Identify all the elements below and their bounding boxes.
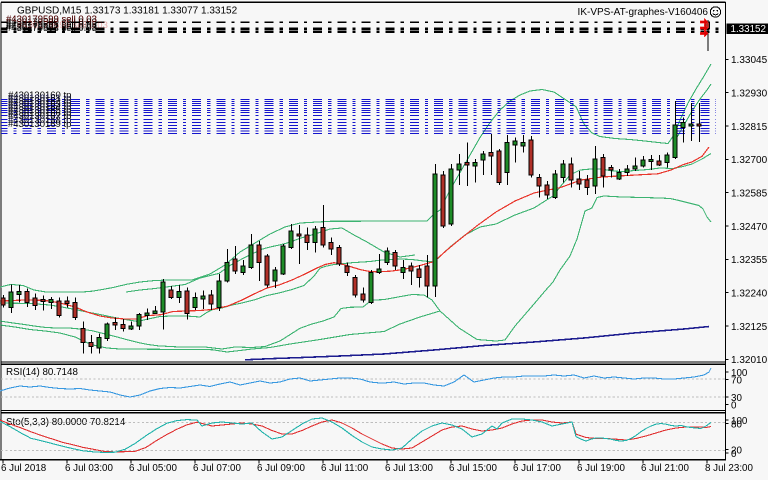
svg-text:6 Jul 07:00: 6 Jul 07:00: [193, 463, 241, 474]
svg-text:1.33045: 1.33045: [731, 55, 768, 66]
svg-text:1.32815: 1.32815: [731, 122, 768, 133]
svg-text:80: 80: [731, 419, 742, 430]
svg-text:1.33152: 1.33152: [731, 24, 766, 35]
svg-text:1.32010: 1.32010: [731, 355, 768, 366]
svg-text:6 Jul 17:00: 6 Jul 17:00: [513, 463, 561, 474]
svg-text:100: 100: [731, 368, 748, 379]
svg-text:#430179593 sell 0.03: #430179593 sell 0.03: [6, 23, 97, 34]
svg-text:20: 20: [731, 445, 742, 456]
svg-text:6 Jul 11:00: 6 Jul 11:00: [321, 463, 369, 474]
svg-text:1.32470: 1.32470: [731, 222, 768, 233]
svg-text:70: 70: [731, 375, 742, 386]
svg-text:#430130163 tp: #430130163 tp: [8, 99, 71, 110]
svg-text:8 Jul 23:00: 8 Jul 23:00: [705, 463, 753, 474]
svg-text:6 Jul 03:00: 6 Jul 03:00: [65, 463, 113, 474]
svg-text:#430130161 tp: #430130161 tp: [8, 93, 71, 104]
svg-text:30: 30: [731, 393, 742, 404]
svg-text:0: 0: [731, 400, 737, 411]
svg-text:6 Jul 13:00: 6 Jul 13:00: [385, 463, 433, 474]
svg-text:1.32930: 1.32930: [731, 88, 768, 99]
svg-text:6 Jul 05:00: 6 Jul 05:00: [129, 463, 177, 474]
svg-text:#430179599 sell 0.03: #430179599 sell 0.03: [6, 14, 97, 25]
svg-text:#430179599 sell 0.03: #430179599 sell 0.03: [6, 14, 97, 25]
svg-text:#430179592 sell 0.03: #430179592 sell 0.03: [6, 22, 97, 33]
svg-text:6 Jul 2018: 6 Jul 2018: [1, 463, 47, 474]
svg-text:#430179599 sell 0.03: #430179599 sell 0.03: [17, 20, 108, 31]
svg-text:#430130165 tp: #430130165 tp: [8, 105, 71, 116]
svg-text:0: 0: [731, 449, 737, 460]
svg-text:#430130162 tp: #430130162 tp: [8, 96, 71, 107]
svg-text:GBPUSD,M15 1.33173 1.33181 1.: GBPUSD,M15 1.33173 1.33181 1.33077 1.331…: [17, 6, 238, 17]
svg-text:RSI(14) 80.7148: RSI(14) 80.7148: [6, 367, 78, 378]
svg-text:#430130169 tp: #430130169 tp: [8, 119, 71, 130]
svg-text:1.32240: 1.32240: [731, 289, 768, 300]
svg-text:100: 100: [731, 416, 748, 427]
svg-text:#430179590 sell 0.03: #430179590 sell 0.03: [6, 17, 97, 28]
svg-text:#430130160 tp: #430130160 tp: [8, 90, 71, 101]
svg-text:1.32700: 1.32700: [731, 155, 768, 166]
svg-text:6 Jul 15:00: 6 Jul 15:00: [449, 463, 497, 474]
svg-text:6 Jul 19:00: 6 Jul 19:00: [577, 463, 625, 474]
svg-text:6 Jul 09:00: 6 Jul 09:00: [257, 463, 305, 474]
svg-text:#430130166 tp: #430130166 tp: [8, 108, 71, 119]
svg-text:IK-VPS-AT-graphes-V160406: IK-VPS-AT-graphes-V160406: [578, 7, 709, 18]
svg-text:6 Jul 21:00: 6 Jul 21:00: [641, 463, 689, 474]
svg-text:1.32125: 1.32125: [731, 322, 768, 333]
svg-text:#430130168 tp: #430130168 tp: [8, 115, 71, 126]
svg-text:#430179591 sell 0.03: #430179591 sell 0.03: [6, 20, 97, 31]
svg-text:#430130167 tp: #430130167 tp: [8, 111, 71, 122]
svg-text:Sto(5,3,3) 80.0000 70.8214: Sto(5,3,3) 80.0000 70.8214: [6, 417, 126, 428]
svg-text:1.32585: 1.32585: [731, 189, 768, 200]
svg-text:1.32355: 1.32355: [731, 255, 768, 266]
svg-text:#430130164 tp: #430130164 tp: [8, 102, 71, 113]
